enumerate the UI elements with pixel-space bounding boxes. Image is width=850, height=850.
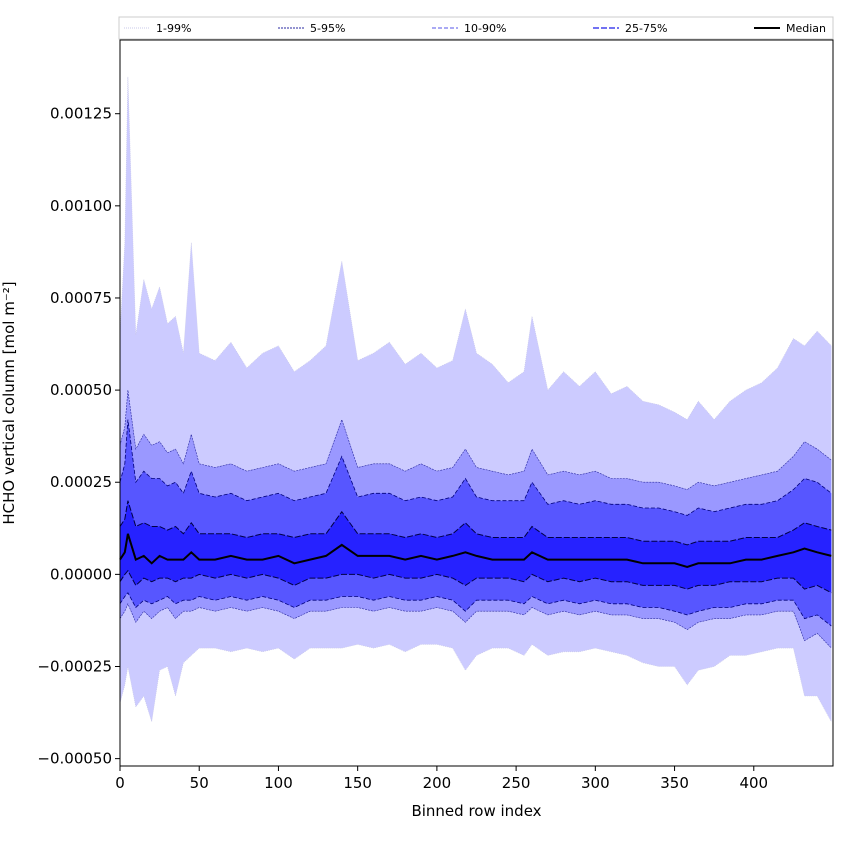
y-axis: −0.00050 −0.00025 0.00000 0.00025 0.00050 0.0… xyxy=(37,105,120,768)
band-edge-layer xyxy=(119,76,832,722)
x-axis-label: Binned row index xyxy=(411,802,541,820)
band-upper-line-5-95 xyxy=(119,390,832,490)
y-tick-label: 0.00125 xyxy=(50,105,112,123)
band-lower-line-10-90 xyxy=(119,592,832,627)
plot-frame xyxy=(119,39,834,767)
y-tick-label: 0.00025 xyxy=(50,473,112,491)
x-axis: 0 50 100 150 200 250 300 350 400 xyxy=(115,766,768,792)
legend-label: Median xyxy=(786,22,826,35)
median-layer xyxy=(119,533,832,569)
x-tick-label: 0 xyxy=(115,774,125,792)
y-tick-label: −0.00050 xyxy=(37,750,112,768)
x-tick-label: 250 xyxy=(502,774,531,792)
band-25-75 xyxy=(120,500,832,593)
band-upper-line-25-75 xyxy=(119,500,832,546)
band-lower-line-25-75 xyxy=(119,569,832,594)
y-tick-label: −0.00025 xyxy=(37,657,112,675)
band-upper-line-10-90 xyxy=(119,419,832,516)
y-tick-label: 0.00000 xyxy=(50,565,112,583)
legend-label: 5-95% xyxy=(310,22,345,35)
x-tick-label: 150 xyxy=(343,774,372,792)
x-tick-label: 50 xyxy=(190,774,209,792)
legend-label: 10-90% xyxy=(464,22,506,35)
x-tick-label: 400 xyxy=(739,774,768,792)
band-lower-line-5-95 xyxy=(119,603,832,649)
y-tick-label: 0.00050 xyxy=(50,381,112,399)
band-upper-line-1-99 xyxy=(119,76,832,421)
y-tick-label: 0.00075 xyxy=(50,289,112,307)
x-tick-label: 300 xyxy=(581,774,610,792)
legend-label: 1-99% xyxy=(156,22,191,35)
legend: 1-99% 5-95% 10-90% 25-75% Median xyxy=(118,16,834,40)
legend-box xyxy=(118,16,834,40)
x-tick-label: 200 xyxy=(423,774,452,792)
legend-label: 25-75% xyxy=(625,22,667,35)
y-axis-label: HCHO vertical column [mol m⁻²] xyxy=(0,281,18,524)
x-tick-label: 100 xyxy=(264,774,293,792)
x-tick-label: 350 xyxy=(660,774,689,792)
median-line xyxy=(119,533,832,569)
y-tick-label: 0.00100 xyxy=(50,197,112,215)
